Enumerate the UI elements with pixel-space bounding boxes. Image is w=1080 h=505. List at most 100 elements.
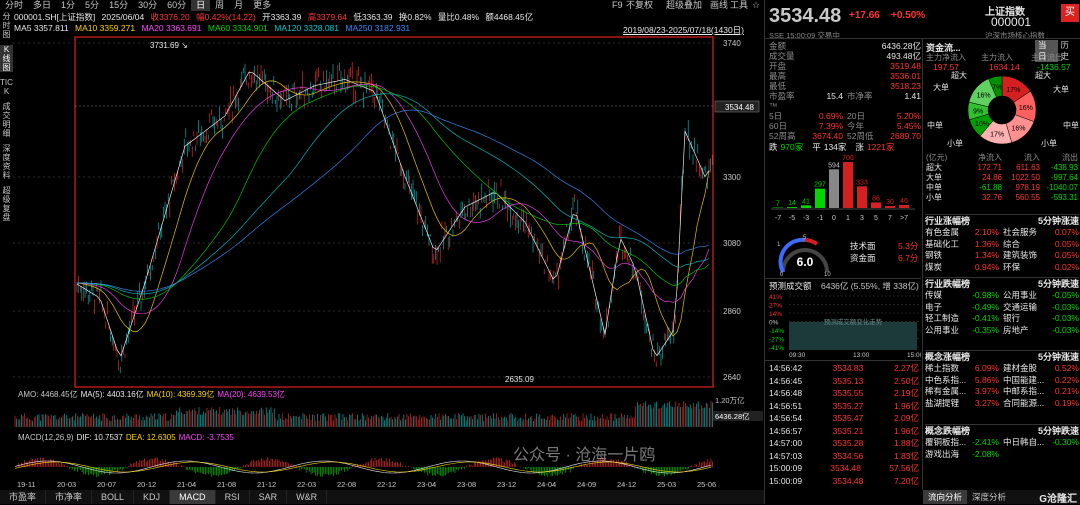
period-tab[interactable]: 分时	[0, 0, 28, 11]
cf-net: 32.76	[964, 193, 1002, 203]
indicator-tab[interactable]: 市净率	[46, 490, 92, 504]
left-tab[interactable]: K线图	[0, 45, 13, 72]
indicator-tab[interactable]: BOLL	[92, 490, 134, 504]
sector-pct-2: 0.52%	[1047, 363, 1079, 375]
x-tick-label: 20-03	[57, 480, 76, 489]
left-tab[interactable]: 深度资料	[0, 144, 13, 180]
cf-header: (亿元)净流入流入流出	[926, 153, 1078, 163]
buy-button[interactable]: 买	[1061, 4, 1079, 22]
sector-row[interactable]: 覆铜板指...-2.41%中日韩自...-0.30%	[925, 437, 1079, 449]
period-tab[interactable]: 月	[229, 0, 248, 11]
amo-bars	[15, 401, 713, 427]
period-tab[interactable]: 15分	[104, 0, 133, 11]
tab-depth-analysis[interactable]: 深度分析	[967, 490, 1011, 504]
tick-amount: 2.19亿	[894, 387, 919, 400]
sector-row[interactable]: 传媒-0.98%公用事业-0.05%	[925, 290, 1079, 302]
period-tab[interactable]: 日	[191, 0, 210, 11]
y-tick-label: 3740	[723, 39, 741, 48]
toolbar-right-item[interactable]: F9	[612, 0, 623, 11]
period-tab[interactable]: 周	[210, 0, 229, 11]
indicator-tab[interactable]: RSI	[216, 490, 250, 504]
sector-row[interactable]: 中色系指...5.86%中国能建...0.22%	[925, 375, 1079, 387]
period-tab[interactable]: 5分	[80, 0, 104, 11]
sector-name: 煤炭	[925, 262, 969, 274]
left-tab[interactable]: 超级复盘	[0, 186, 13, 222]
tick-price: 3535.13	[833, 375, 864, 388]
sector-pct: -2.41%	[969, 437, 999, 449]
dist-x-label: 1	[846, 215, 850, 222]
sector-row[interactable]: 公用事业-0.35%房地产-0.03%	[925, 325, 1079, 337]
stat-value: 1.41	[887, 91, 921, 111]
stat-label: 60日	[769, 121, 801, 131]
cf-row-label: 小单	[926, 193, 964, 203]
sector-name-2: 银行	[1003, 313, 1047, 325]
forecast-y-tick: 0%	[769, 320, 779, 327]
sector-title-2: 5分钟跌速	[1038, 278, 1079, 290]
tick-price: 3535.21	[833, 425, 864, 438]
indicator-tab[interactable]: SAR	[250, 490, 288, 504]
sector-row[interactable]: 电子-0.49%交通运输-0.03%	[925, 302, 1079, 314]
left-tab[interactable]: 分时图	[0, 12, 13, 39]
sector-pct-2: -0.30%	[1047, 437, 1079, 449]
indicator-tab[interactable]: MACD	[170, 490, 216, 504]
left-tab[interactable]: TICK	[0, 78, 13, 96]
period-tab[interactable]: 1分	[56, 0, 80, 11]
period-tab[interactable]: 60分	[162, 0, 191, 11]
ma10-value: MA10 3359.271	[75, 23, 135, 33]
sector-row[interactable]: 轻工制造-0.41%银行-0.03%	[925, 313, 1079, 325]
stat-label: 今年	[847, 121, 887, 131]
toolbar-right-item[interactable]: 不复权	[626, 0, 653, 11]
sector-pct: 3.97%	[969, 386, 999, 398]
dist-bar-label: 594	[828, 162, 840, 169]
period-tab[interactable]: 多日	[28, 0, 56, 11]
sector-name-2: 交通运输	[1003, 302, 1047, 314]
tab-flow-analysis[interactable]: 流向分析	[923, 490, 967, 504]
ma20-value: MA20 3363.691	[141, 23, 201, 33]
dist-x-label: 7	[888, 215, 892, 222]
left-tab[interactable]: 成交明细	[0, 102, 13, 138]
period-tab[interactable]: 更多	[248, 0, 276, 11]
tick-amount: 2.27亿	[894, 362, 919, 375]
tick-time: 14:56:48	[769, 387, 802, 400]
period-tab[interactable]: 30分	[133, 0, 162, 11]
bar-high: 高3379.64	[308, 12, 347, 22]
candlesticks	[77, 62, 712, 373]
toolbar-right-item[interactable]: 画线	[710, 0, 728, 11]
dist-x-label: -5	[789, 215, 795, 222]
dist-x-label: -3	[803, 215, 809, 222]
cf-col-header: 净流入	[964, 153, 1002, 163]
toolbar-right-item[interactable]: 工具	[730, 0, 748, 11]
indicator-tab[interactable]: W&R	[287, 490, 327, 504]
indicator-tab[interactable]: 市盈率	[0, 490, 46, 504]
toolbar-right-item[interactable]: ☆	[752, 0, 760, 11]
sector-row[interactable]: 稀有金属...3.97%中邮系指...0.21%	[925, 386, 1079, 398]
sector-name-2: 建筑装饰	[1003, 250, 1047, 262]
forecast-y-tick: -41%	[769, 345, 784, 352]
toolbar-right-item[interactable]: 超级叠加	[666, 0, 702, 11]
dist-bar	[843, 162, 853, 208]
sector-row[interactable]: 游戏出海-2.08%	[925, 449, 1079, 461]
indicator-tab[interactable]: KDJ	[134, 490, 170, 504]
